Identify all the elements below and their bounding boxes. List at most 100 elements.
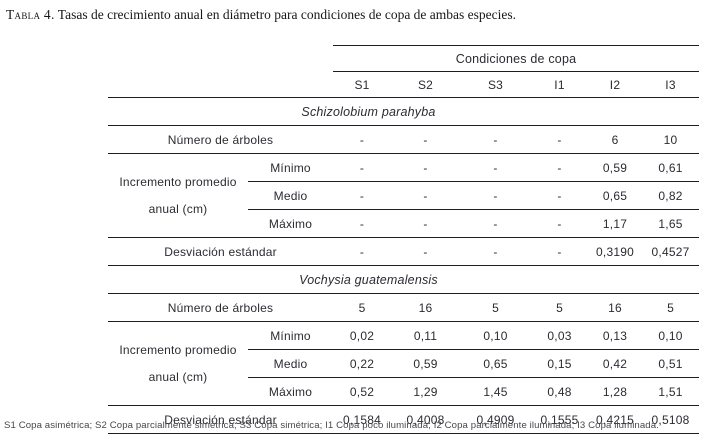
cell-value: 0,65 bbox=[588, 181, 642, 210]
cell-value: 1,45 bbox=[460, 377, 531, 406]
column-header-i3: I3 bbox=[642, 71, 699, 98]
species-row: Schizolobium parahyba bbox=[108, 97, 699, 126]
table-row: Incremento promedio anual (cm) Mínimo - … bbox=[108, 153, 699, 238]
cell-value: 0,65 bbox=[460, 349, 531, 378]
cell-value: - bbox=[333, 181, 391, 210]
cell-value: 16 bbox=[588, 293, 642, 322]
row-sublabel: Mínimo bbox=[248, 153, 333, 182]
row-label: Número de árboles bbox=[108, 125, 333, 154]
cell-value: 6 bbox=[588, 125, 642, 154]
table-row: Medio 0,22 0,59 0,65 0,15 0,42 0,51 bbox=[108, 349, 699, 378]
cell-value: 0,82 bbox=[642, 181, 699, 210]
row-group-label-line2: anual (cm) bbox=[148, 201, 208, 216]
row-sublabel: Medio bbox=[248, 181, 333, 210]
cell-value: 0,48 bbox=[531, 377, 588, 406]
cell-value: - bbox=[460, 125, 531, 154]
table-row: Máximo - - - - 1,17 1,65 bbox=[108, 209, 699, 238]
cell-value: 0,4215 bbox=[588, 405, 642, 434]
cell-value: 16 bbox=[391, 293, 460, 322]
row-sublabel: Máximo bbox=[248, 209, 333, 238]
row-label: Desviación estándar bbox=[108, 237, 333, 266]
row-sublabel: Medio bbox=[248, 349, 333, 378]
cell-value: 1,28 bbox=[588, 377, 642, 406]
cell-value: 0,15 bbox=[531, 349, 588, 378]
column-header-i1: I1 bbox=[531, 71, 588, 98]
cell-value: 1,51 bbox=[642, 377, 699, 406]
row-group-label-line2: anual (cm) bbox=[148, 369, 208, 384]
cell-value: - bbox=[460, 237, 531, 266]
row-label: Desviación estándar bbox=[108, 405, 333, 434]
table-row: Medio - - - - 0,65 0,82 bbox=[108, 181, 699, 210]
cell-value: - bbox=[333, 125, 391, 154]
cell-value: 5 bbox=[460, 293, 531, 322]
table-row: Desviación estándar - - - - 0,3190 0,452… bbox=[108, 237, 699, 266]
row-group-label-line1: Incremento promedio bbox=[119, 174, 237, 189]
column-header-s2: S2 bbox=[391, 71, 460, 98]
cell-value: 0,10 bbox=[642, 321, 699, 350]
table-caption: Tabla 4. Tasas de crecimiento anual en d… bbox=[6, 7, 706, 23]
column-header-s1: S1 bbox=[333, 71, 391, 98]
cell-value: 0,59 bbox=[588, 153, 642, 182]
table-row: Número de árboles 5 16 5 5 16 5 bbox=[108, 293, 699, 322]
species-row: Vochysia guatemalensis bbox=[108, 265, 699, 294]
cell-value: 0,3190 bbox=[588, 237, 642, 266]
table-row: Desviación estándar 0,1584 0,4008 0,4909… bbox=[108, 405, 699, 434]
table-caption-text: Tasas de crecimiento anual en diámetro p… bbox=[54, 7, 517, 22]
cell-value: 0,13 bbox=[588, 321, 642, 350]
header-group-row: Condiciones de copa bbox=[108, 45, 699, 72]
cell-value: - bbox=[391, 181, 460, 210]
cell-value: 0,1555 bbox=[531, 405, 588, 434]
table-footnote: S1 Copa asimétrica; S2 Copa parcialmente… bbox=[4, 420, 659, 431]
cell-value: 0,52 bbox=[333, 377, 391, 406]
header-group-label: Condiciones de copa bbox=[333, 45, 699, 72]
table-caption-label: Tabla 4. bbox=[6, 7, 55, 22]
cell-value: 1,65 bbox=[642, 209, 699, 238]
cell-value: 1,17 bbox=[588, 209, 642, 238]
cell-value: 5 bbox=[531, 293, 588, 322]
row-sublabel: Máximo bbox=[248, 377, 333, 406]
cell-value: - bbox=[333, 209, 391, 238]
row-label: Número de árboles bbox=[108, 293, 333, 322]
row-sublabel: Mínimo bbox=[248, 321, 333, 350]
species-name: Schizolobium parahyba bbox=[108, 97, 699, 126]
cell-value: - bbox=[531, 237, 588, 266]
cell-value: - bbox=[531, 153, 588, 182]
cell-value: - bbox=[460, 181, 531, 210]
cell-value: 0,61 bbox=[642, 153, 699, 182]
cell-value: - bbox=[531, 209, 588, 238]
header-spacer bbox=[108, 71, 333, 98]
cell-value: - bbox=[391, 209, 460, 238]
cell-value: - bbox=[531, 125, 588, 154]
cell-value: 0,4008 bbox=[391, 405, 460, 434]
table-row: Máximo 0,52 1,29 1,45 0,48 1,28 1,51 bbox=[108, 377, 699, 406]
cell-value: - bbox=[460, 153, 531, 182]
cell-value: 0,51 bbox=[642, 349, 699, 378]
cell-value: 0,4909 bbox=[460, 405, 531, 434]
row-group-label: Incremento promedio anual (cm) bbox=[108, 321, 248, 406]
cell-value: - bbox=[333, 237, 391, 266]
cell-value: 0,4527 bbox=[642, 237, 699, 266]
cell-value: 0,11 bbox=[391, 321, 460, 350]
cell-value: 0,42 bbox=[588, 349, 642, 378]
cell-value: 0,1584 bbox=[333, 405, 391, 434]
cell-value: - bbox=[333, 153, 391, 182]
species-name: Vochysia guatemalensis bbox=[108, 265, 699, 294]
cell-value: 0,03 bbox=[531, 321, 588, 350]
cell-value: - bbox=[531, 181, 588, 210]
cell-value: 1,29 bbox=[391, 377, 460, 406]
table-row: Número de árboles - - - - 6 10 bbox=[108, 125, 699, 154]
cell-value: 0,59 bbox=[391, 349, 460, 378]
cell-value: - bbox=[460, 209, 531, 238]
column-header-i2: I2 bbox=[588, 71, 642, 98]
cell-value: - bbox=[391, 153, 460, 182]
cell-value: 5 bbox=[333, 293, 391, 322]
row-group-label: Incremento promedio anual (cm) bbox=[108, 153, 248, 238]
cell-value: 0,5108 bbox=[642, 405, 699, 434]
cell-value: - bbox=[391, 237, 460, 266]
cell-value: 5 bbox=[642, 293, 699, 322]
header-columns-row: S1 S2 S3 I1 I2 I3 bbox=[108, 71, 699, 98]
cell-value: - bbox=[391, 125, 460, 154]
column-header-s3: S3 bbox=[460, 71, 531, 98]
cell-value: 0,22 bbox=[333, 349, 391, 378]
